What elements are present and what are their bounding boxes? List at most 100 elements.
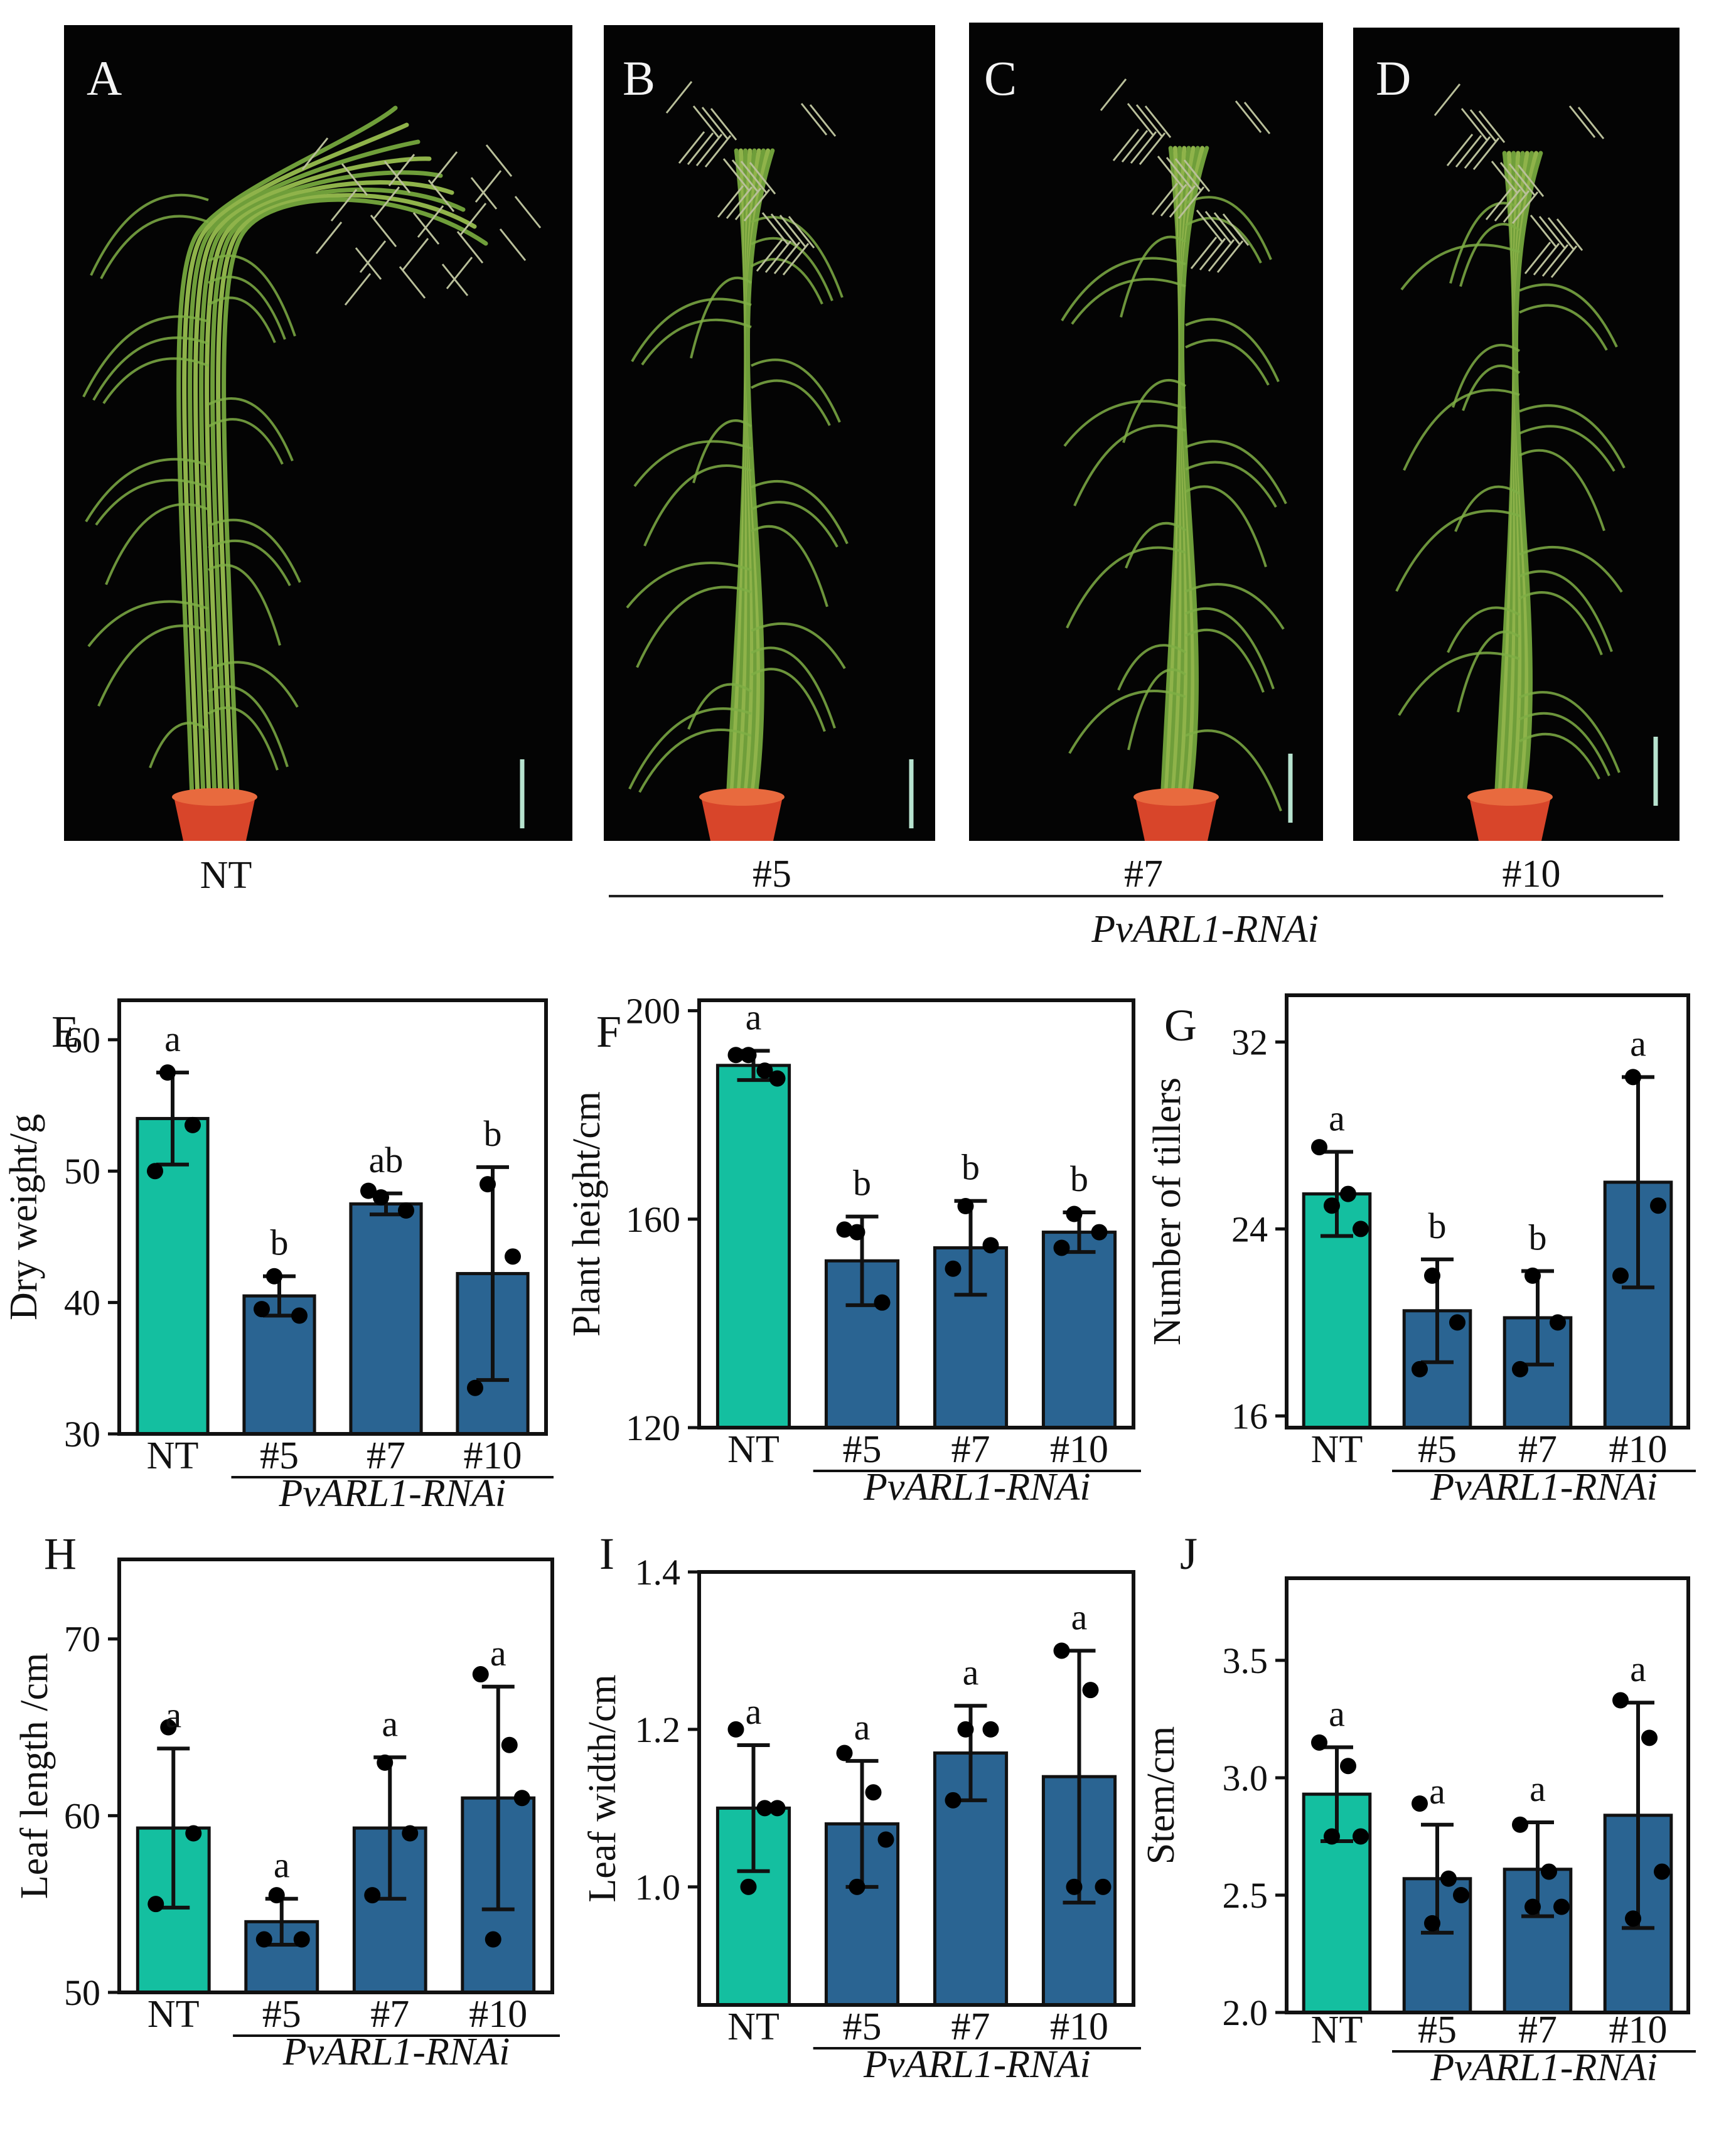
panicle-branch — [1174, 158, 1202, 191]
flower-pot — [701, 797, 783, 841]
leaf — [1117, 644, 1187, 691]
pot-rim — [1467, 788, 1553, 806]
x-tick-label: #5 — [262, 1993, 301, 2036]
data-point — [1066, 1878, 1083, 1895]
panicle-branch — [749, 162, 776, 195]
leaf — [1462, 364, 1521, 411]
leaf — [751, 622, 846, 670]
leaf — [1452, 343, 1521, 408]
plant-illustration — [1061, 78, 1293, 841]
data-point — [945, 1792, 962, 1809]
stem — [1513, 151, 1543, 799]
significance-letter: a — [854, 1707, 871, 1748]
panicle-branch — [417, 205, 444, 238]
panicle-branch — [470, 177, 498, 210]
panicle — [1433, 83, 1605, 278]
pot-rim — [172, 788, 257, 806]
panicle-branch — [1533, 243, 1560, 275]
panicle-branch — [1469, 109, 1497, 142]
panicle-branch — [1568, 105, 1596, 138]
significance-letter: a — [274, 1845, 290, 1886]
data-point — [266, 1268, 282, 1285]
leaf — [636, 585, 752, 668]
panicle-branch — [687, 132, 714, 165]
photo-group-label: PvARL1-RNAi — [1091, 908, 1319, 951]
bar — [1041, 1231, 1117, 1430]
panicle-branch — [704, 135, 732, 168]
data-point — [1412, 1795, 1428, 1812]
leaf — [1071, 277, 1186, 325]
panicle-branch — [779, 215, 806, 247]
panicle-branch — [1538, 216, 1566, 249]
data-point — [377, 1754, 394, 1771]
significance-letter: b — [853, 1163, 871, 1204]
panicle-branch — [1530, 215, 1557, 247]
y-tick-label: 16 — [1231, 1396, 1268, 1436]
leaf — [1398, 651, 1520, 716]
leaf — [628, 707, 752, 790]
leaf — [95, 479, 209, 526]
data-point — [373, 1189, 389, 1206]
leaf — [1519, 712, 1610, 777]
panel-label: H — [44, 1529, 77, 1579]
y-axis-label: Leaf width/cm — [581, 1674, 624, 1902]
leaf — [208, 518, 301, 583]
panicle-branch — [383, 161, 411, 193]
y-tick-label: 2.5 — [1223, 1875, 1268, 1916]
x-tick-label: #10 — [1050, 2006, 1108, 2048]
x-tick-label: NT — [147, 1993, 200, 2036]
data-point — [1654, 1863, 1670, 1880]
stem — [193, 156, 432, 799]
pot-rim — [699, 788, 785, 806]
panicle-branch — [1541, 244, 1569, 277]
plant-leaves — [82, 193, 301, 771]
panicle-branch — [459, 203, 487, 235]
leaf — [1063, 400, 1186, 447]
significance-letter: b — [1070, 1158, 1088, 1199]
significance-letter: a — [1630, 1023, 1646, 1064]
x-tick-label: #5 — [1418, 1428, 1457, 1471]
significance-letter: b — [962, 1147, 980, 1188]
y-tick-label: 60 — [64, 1020, 100, 1061]
panicle-branch — [1183, 159, 1211, 192]
panicle-branch — [355, 247, 382, 280]
chart-j: Ja NT a #5 a #7 a #10 2.0 2.5 3.0 3.5 Stem/cm PvARL1-… — [1140, 1529, 1696, 2089]
leaf — [1447, 606, 1521, 653]
significance-letter: b — [271, 1222, 289, 1263]
leaf — [751, 501, 839, 548]
data-point — [957, 1198, 974, 1215]
panicle-branch — [301, 137, 329, 170]
leaf — [751, 379, 831, 426]
leaf — [1122, 379, 1187, 443]
panicle-branch — [1478, 110, 1506, 143]
significance-letter: a — [1329, 1098, 1345, 1139]
panicle-branch — [1499, 162, 1527, 195]
data-point — [877, 1831, 894, 1848]
panicle-branch — [373, 186, 400, 219]
leaf — [1395, 510, 1520, 592]
significance-letter: a — [490, 1633, 506, 1674]
data-point — [1053, 1642, 1070, 1659]
y-tick-label: 70 — [64, 1619, 100, 1660]
significance-letter: b — [484, 1113, 502, 1154]
panicle-branch — [431, 151, 458, 184]
flower-pot — [1135, 797, 1217, 841]
panicle-branch — [456, 231, 484, 264]
data-point — [836, 1221, 853, 1238]
data-point — [849, 1224, 865, 1241]
leaf — [1519, 283, 1618, 348]
panicle-branch — [1127, 103, 1154, 136]
data-point — [1650, 1197, 1666, 1214]
leaf — [208, 539, 291, 587]
leaf — [690, 276, 753, 359]
leaf — [208, 275, 286, 340]
plot-frame — [1285, 1576, 1690, 2014]
leaf — [638, 729, 752, 793]
leaf — [1185, 461, 1277, 508]
panicle-branch — [1464, 136, 1491, 169]
flower-pot — [174, 797, 255, 841]
y-axis-label: Stem/cm — [1140, 1726, 1182, 1864]
panicle-branch — [1494, 189, 1521, 222]
panicle-branch — [1157, 156, 1184, 188]
data-point — [159, 1064, 176, 1081]
